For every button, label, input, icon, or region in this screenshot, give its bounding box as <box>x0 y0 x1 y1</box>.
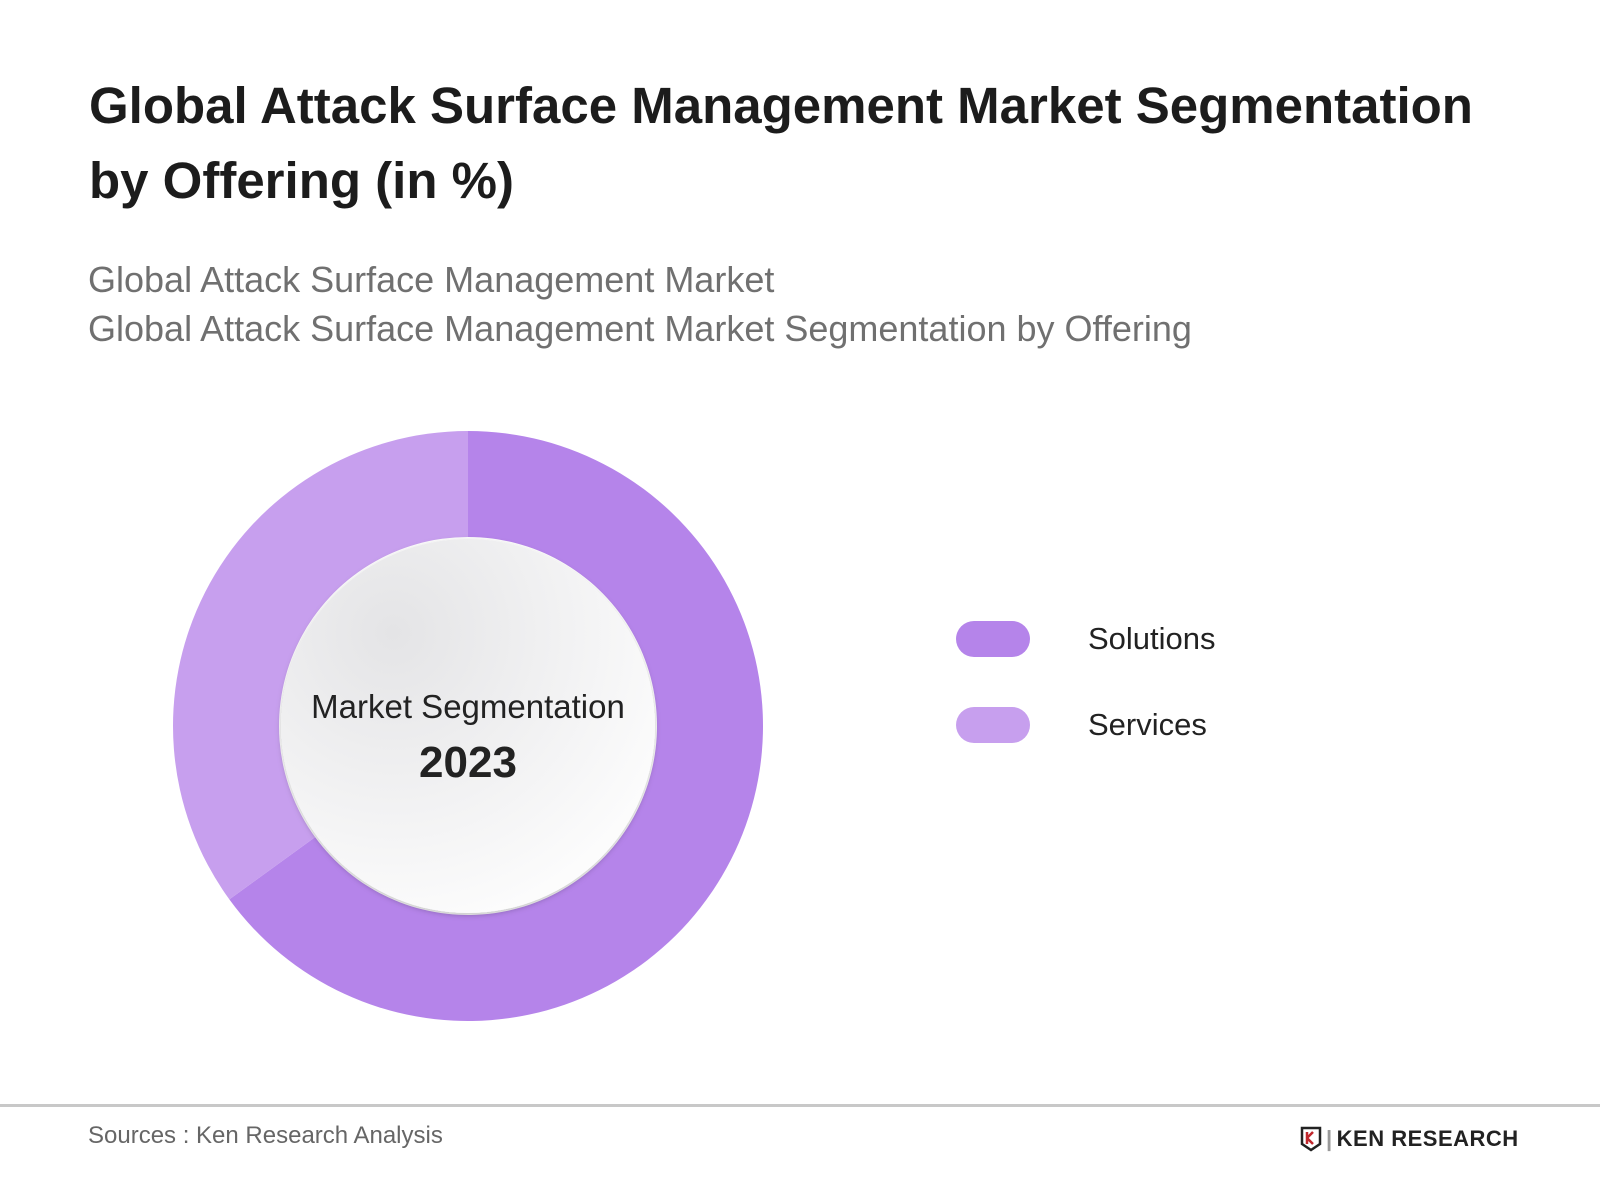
logo-text: KEN RESEARCH <box>1336 1126 1519 1151</box>
donut-center <box>281 539 655 913</box>
chart-title: Global Attack Surface Management Market … <box>89 77 1473 209</box>
center-label: Market Segmentation <box>311 688 625 725</box>
legend-item-solutions: Solutions <box>956 620 1216 658</box>
legend-label: Solutions <box>1088 621 1216 656</box>
sources-note: Sources : Ken Research Analysis <box>88 1122 443 1149</box>
center-year: 2023 <box>419 738 517 787</box>
slice-services <box>173 431 468 900</box>
legend-label: Services <box>1088 707 1207 742</box>
ken-logo-icon <box>1300 1126 1322 1152</box>
subtitle-1: Global Attack Surface Management Market <box>88 259 775 300</box>
donut-chart <box>173 431 763 1022</box>
slice-solutions <box>229 431 763 1022</box>
ken-research-logo: | KEN RESEARCH <box>1300 1126 1519 1152</box>
legend-swatch <box>956 621 1030 657</box>
subtitle-2: Global Attack Surface Management Market … <box>88 308 1192 349</box>
footer-divider <box>0 1104 1600 1107</box>
legend-swatch <box>956 707 1030 743</box>
legend-item-services: Services <box>956 706 1207 744</box>
